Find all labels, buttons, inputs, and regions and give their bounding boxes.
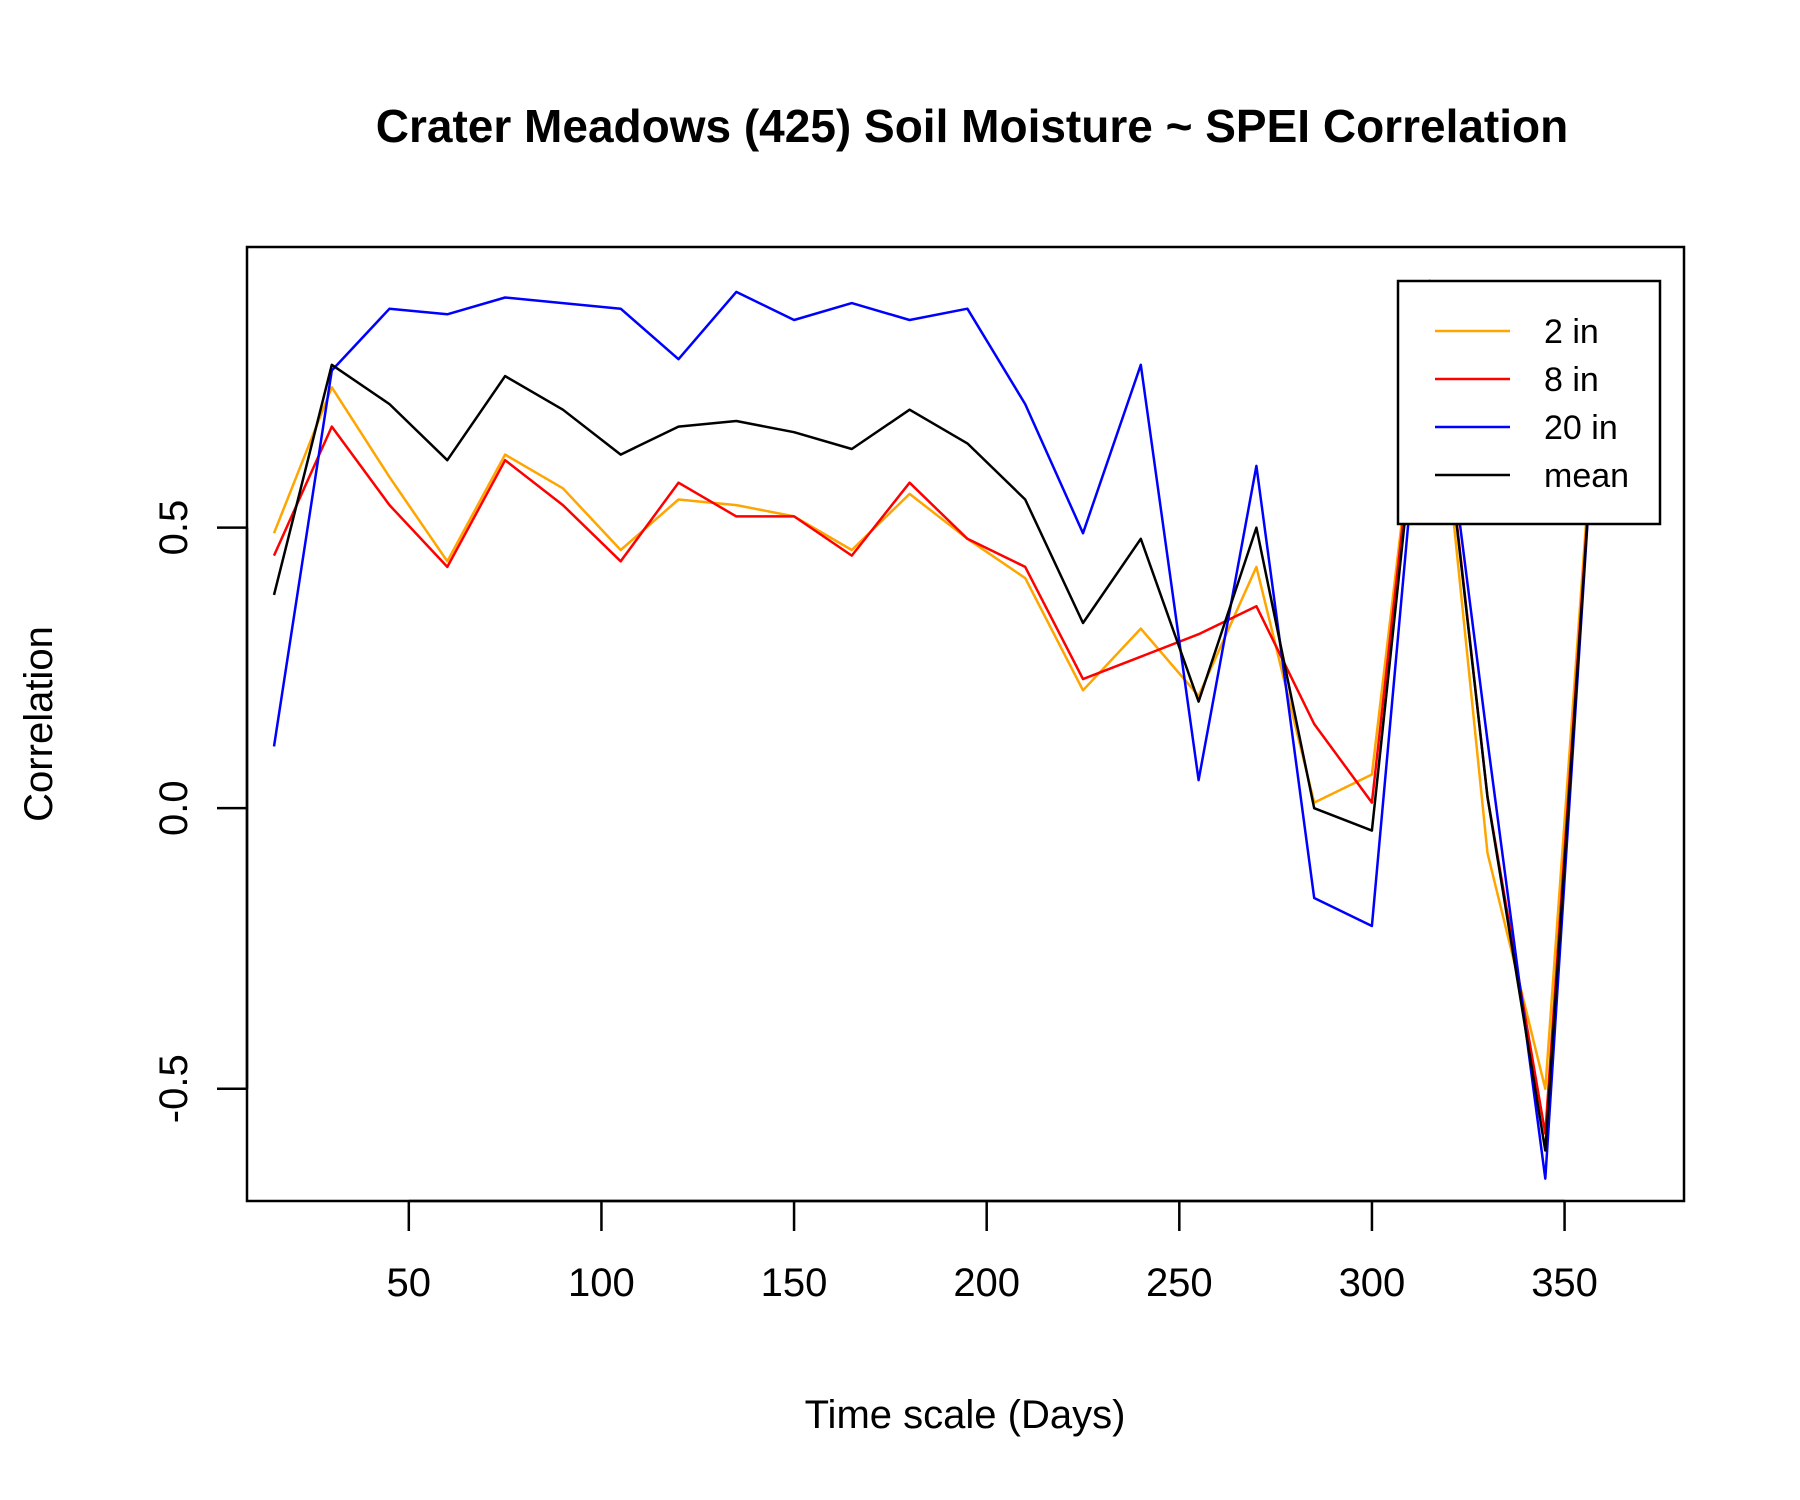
chart-title: Crater Meadows (425) Soil Moisture ~ SPE… xyxy=(376,100,1568,152)
y-tick-label: -0.5 xyxy=(152,1054,196,1123)
x-tick-label: 350 xyxy=(1531,1261,1598,1305)
x-axis-label: Time scale (Days) xyxy=(805,1393,1126,1437)
legend-label-2-in: 2 in xyxy=(1544,313,1599,351)
series-line-2-in xyxy=(272,285,1605,1091)
legend: 2 in 8 in 20 in mean xyxy=(1396,279,1662,526)
series-line-8-in xyxy=(272,279,1605,1135)
y-axis: -0.5 0.0 0.5 xyxy=(152,500,249,1123)
series-line-20-in xyxy=(272,280,1605,1180)
legend-label-20-in: 20 in xyxy=(1544,409,1618,447)
legend-box xyxy=(1396,279,1662,526)
legend-label-mean: mean xyxy=(1544,457,1629,495)
y-tick-label: 0.5 xyxy=(152,500,196,556)
y-tick-label: 0.0 xyxy=(152,780,196,836)
x-tick-label: 150 xyxy=(761,1261,828,1305)
legend-label-8-in: 8 in xyxy=(1544,361,1599,399)
y-axis-label: Correlation xyxy=(17,626,61,822)
x-axis: 50 100 150 200 250 300 350 xyxy=(387,1199,1598,1305)
series-lines xyxy=(272,279,1605,1180)
x-tick-label: 250 xyxy=(1146,1261,1213,1305)
series-line-mean xyxy=(272,285,1605,1152)
x-tick-label: 50 xyxy=(387,1261,432,1305)
x-tick-label: 100 xyxy=(568,1261,635,1305)
x-tick-label: 200 xyxy=(953,1261,1020,1305)
x-tick-label: 300 xyxy=(1339,1261,1406,1305)
